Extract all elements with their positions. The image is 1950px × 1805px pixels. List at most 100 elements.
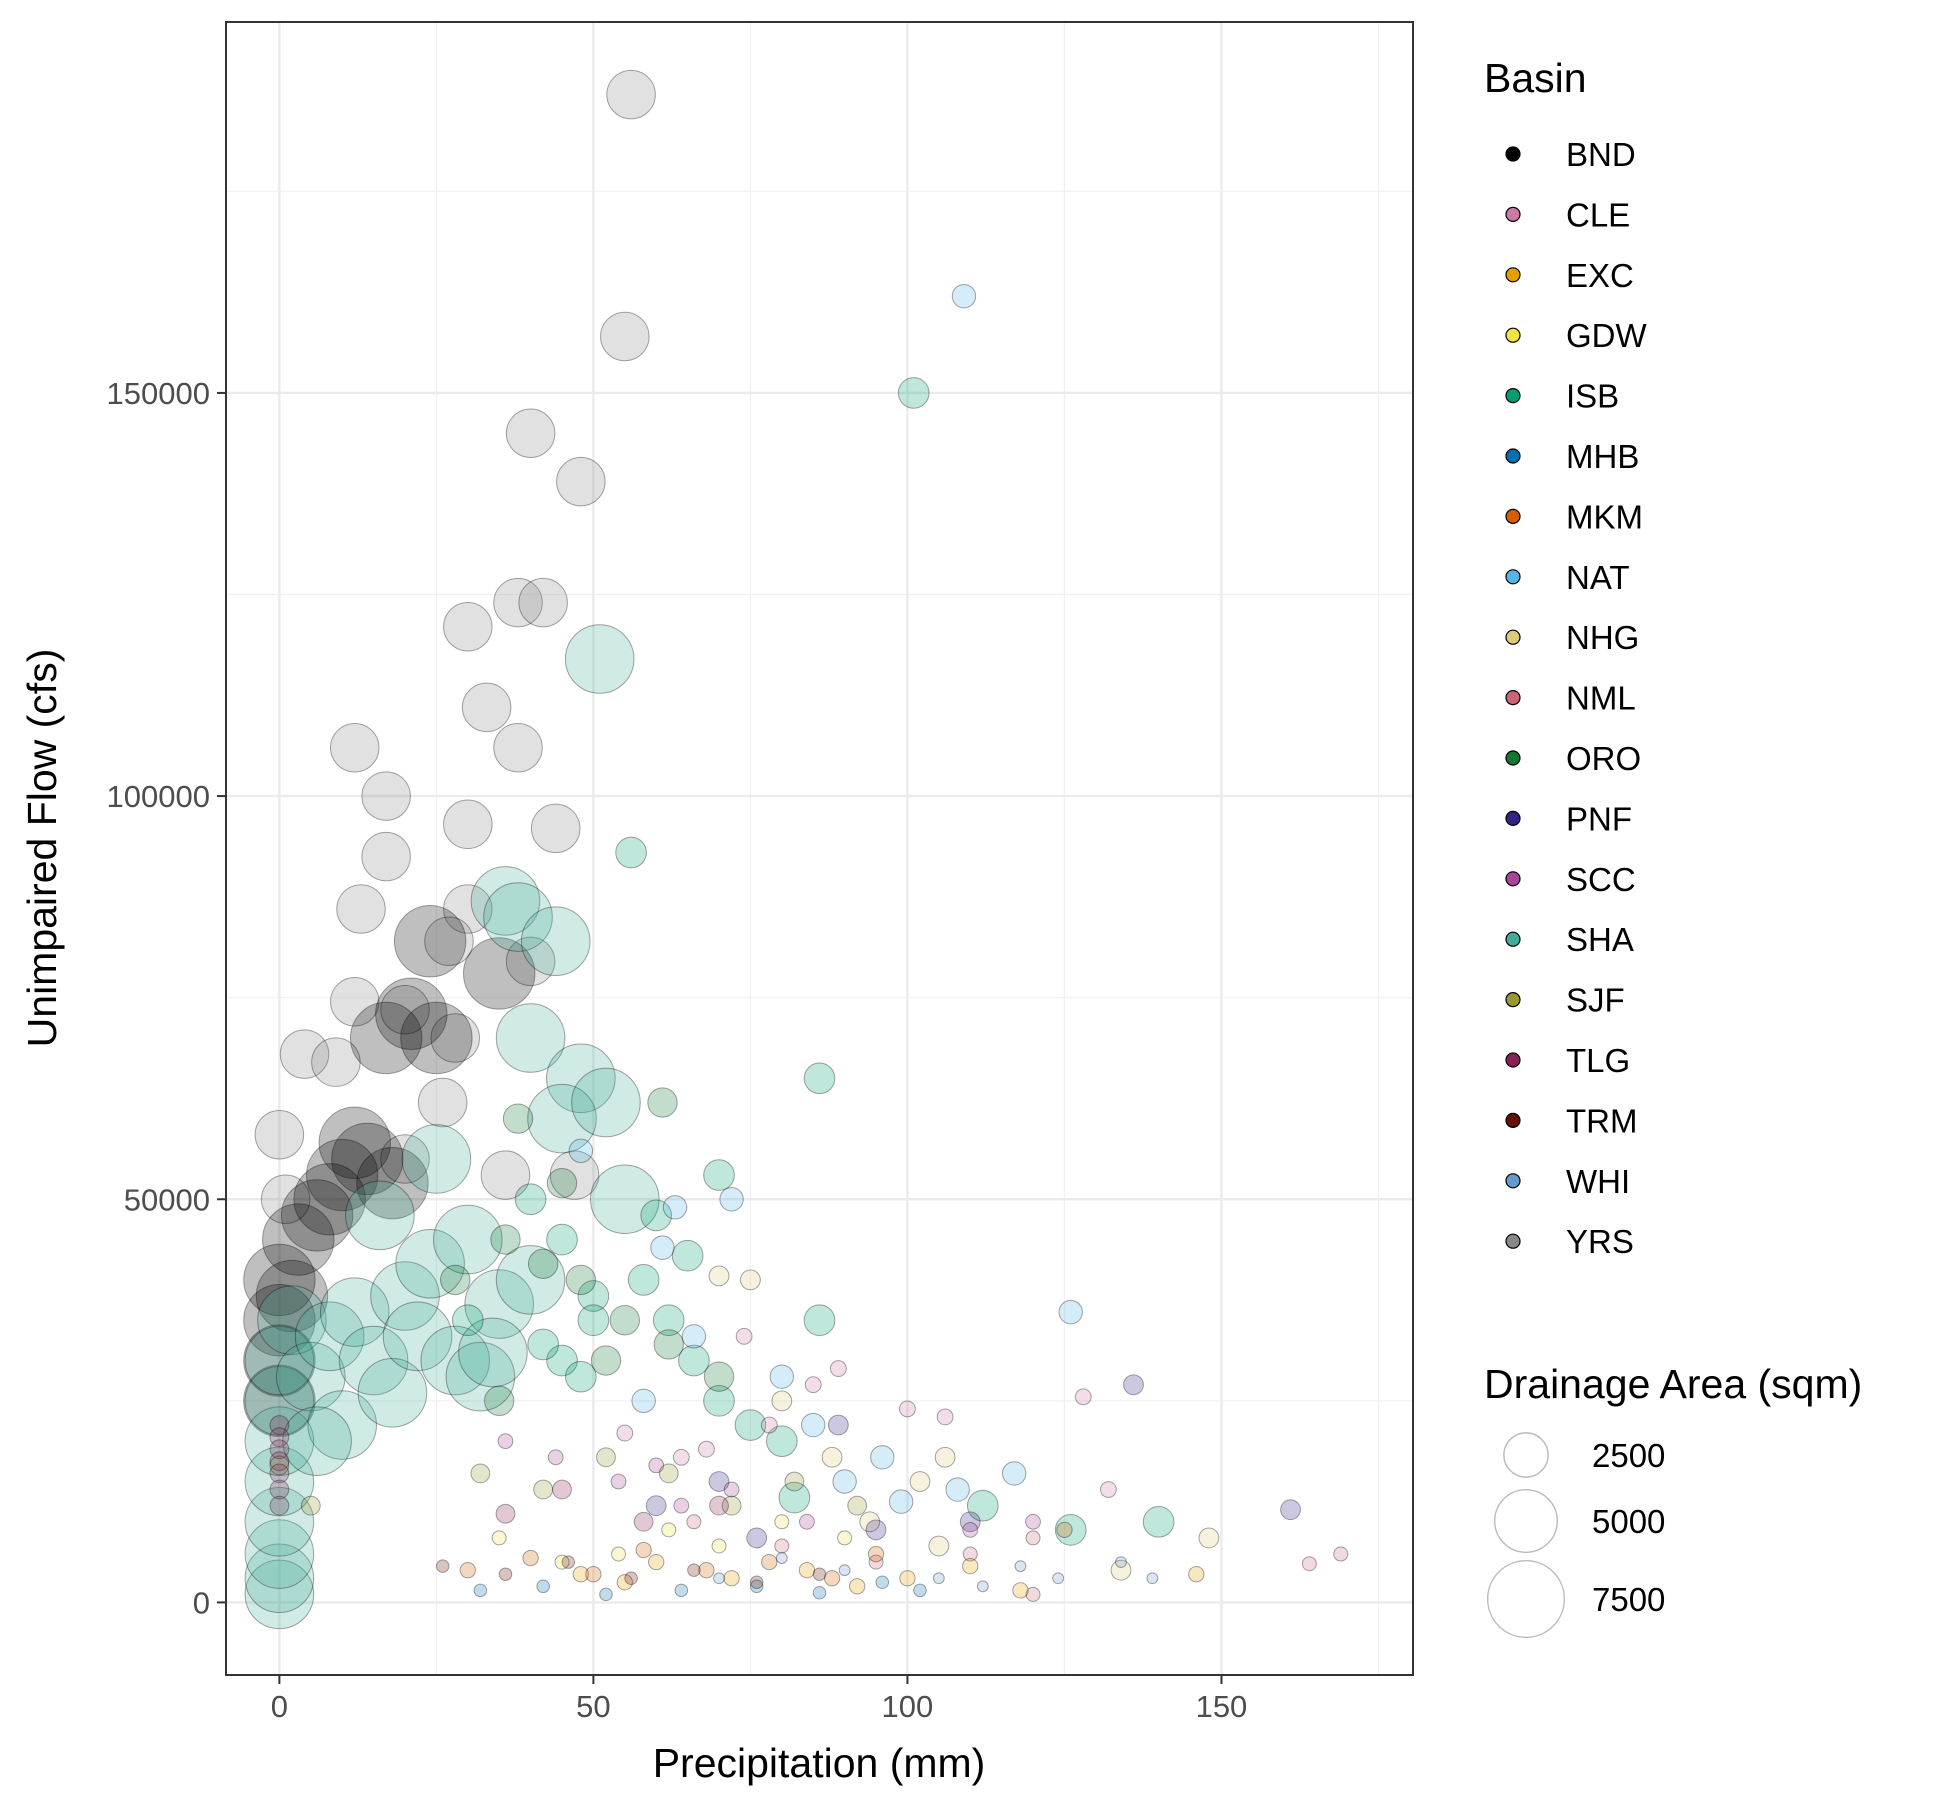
data-point [497,1433,514,1450]
data-point [491,1530,507,1546]
x-tick-label: 50 [576,1689,610,1724]
data-point [1058,1299,1083,1325]
legend-basin-label: ISB [1566,378,1619,415]
data-point [561,1555,576,1569]
legend-key-point [1505,327,1521,343]
data-point [518,577,568,628]
data-point [495,1245,566,1315]
data-point [658,1463,679,1484]
data-point [260,1174,311,1225]
data-point [470,866,541,936]
legend-basin-label: TRM [1566,1102,1637,1139]
data-point [760,1416,778,1434]
data-point [859,1511,881,1533]
data-point [611,1546,627,1562]
data-point [1198,1527,1220,1549]
data-point [868,1554,884,1570]
legend-size-label: 7500 [1592,1581,1665,1618]
data-point [936,1408,954,1426]
x-tick-label: 100 [882,1689,934,1724]
y-tick-label: 50000 [124,1182,210,1217]
data-point [435,1559,450,1573]
data-point [395,1228,465,1299]
data-point [821,1446,843,1468]
data-point [600,311,650,362]
data-point [244,1325,315,1396]
data-point [380,1134,430,1184]
data-point [804,1376,822,1394]
data-point [1333,1546,1349,1562]
data-point [661,1522,677,1538]
data-point [1123,1374,1144,1396]
data-point [433,1204,503,1275]
data-point [440,1264,471,1296]
legend-key-point [1505,267,1521,283]
data-point [769,1364,795,1389]
data-point [269,1415,290,1435]
data-point [647,1087,678,1118]
legend-basin: Basin BND CLE EXC GDW ISB MHB MKM NAT NHG NML ORO P… [1484,55,1648,1260]
legend-key-point [1505,810,1521,827]
data-point [829,1360,847,1378]
legend-basin-label: SCC [1566,861,1636,898]
data-point [966,1489,999,1522]
data-point [430,1013,480,1063]
data-point [1074,1388,1092,1406]
data-point [269,1451,290,1472]
data-point [502,1103,534,1134]
data-point [336,884,386,934]
data-point [812,1567,827,1581]
data-point [522,1549,539,1567]
data-point [493,722,543,773]
x-tick-label: 150 [1196,1689,1248,1724]
data-point [686,1514,702,1530]
data-point [703,1159,735,1191]
y-axis: 0 50000 100000 150000 [107,376,226,1620]
data-point [1056,1521,1073,1539]
data-point [329,976,380,1027]
data-point [934,1446,956,1468]
data-point [345,1180,415,1251]
plot-panel [225,21,1414,1676]
y-axis-title: Unimpaired Flow (cfs) [19,649,65,1048]
data-point [565,1264,597,1296]
data-point [913,1583,927,1598]
legend-key-point [1505,1052,1521,1068]
data-point [243,1364,316,1438]
data-point [673,1497,690,1514]
y-tick-label: 150000 [107,376,210,411]
legend-key-point [1505,206,1521,222]
data-point [803,1304,836,1337]
data-point [254,1110,305,1160]
legend-key-point [1505,871,1521,887]
legend-size-key [1493,1488,1559,1554]
data-point [609,1305,640,1336]
data-point [909,1471,931,1492]
data-point [713,1572,725,1585]
data-point [269,1479,290,1500]
data-point [300,1495,321,1516]
data-point [243,1324,316,1397]
data-point [357,1357,428,1428]
data-point [480,1150,531,1200]
data-point [443,602,493,652]
data-point [801,1412,826,1438]
data-point [932,1572,945,1585]
data-point [1280,1499,1301,1521]
data-point [1001,1461,1027,1486]
y-tick-label: 0 [193,1585,210,1620]
data-point [774,1538,790,1554]
data-point [847,1495,868,1516]
data-point [771,1390,793,1412]
data-point [1052,1572,1065,1585]
data-point [520,906,591,977]
data-point [1142,1505,1175,1538]
data-point [572,1566,590,1583]
data-point [294,1301,365,1372]
data-point [698,1440,715,1458]
data-point [635,1541,652,1559]
data-point [375,977,448,1050]
data-point [459,1562,476,1579]
panel-background [226,22,1413,1675]
